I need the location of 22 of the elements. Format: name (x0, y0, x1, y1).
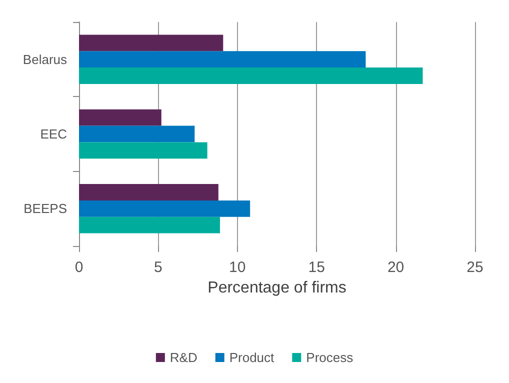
x-tick-label: 10 (229, 259, 246, 276)
x-axis-title: Percentage of firms (208, 280, 346, 296)
x-tick-label: 20 (387, 259, 404, 276)
bar (79, 200, 250, 217)
y-tick-label: Belarus (22, 52, 68, 67)
x-tick-label: 25 (466, 259, 484, 276)
y-tick-label: EEC (40, 126, 67, 142)
bar (79, 216, 220, 234)
bar (79, 68, 423, 84)
x-tick-label: 0 (74, 259, 84, 276)
legend-label: Product (229, 350, 275, 365)
y-tick-label: BEEPS (24, 201, 68, 216)
bar (79, 51, 366, 68)
x-tick-label: 5 (154, 259, 162, 276)
bar (79, 109, 162, 126)
legend-label: Process (306, 350, 354, 365)
legend-label: R&D (170, 350, 198, 365)
bar (79, 34, 224, 52)
bar (79, 142, 208, 159)
bar (79, 126, 195, 142)
bar (79, 184, 218, 200)
x-tick-label: 15 (308, 259, 325, 276)
